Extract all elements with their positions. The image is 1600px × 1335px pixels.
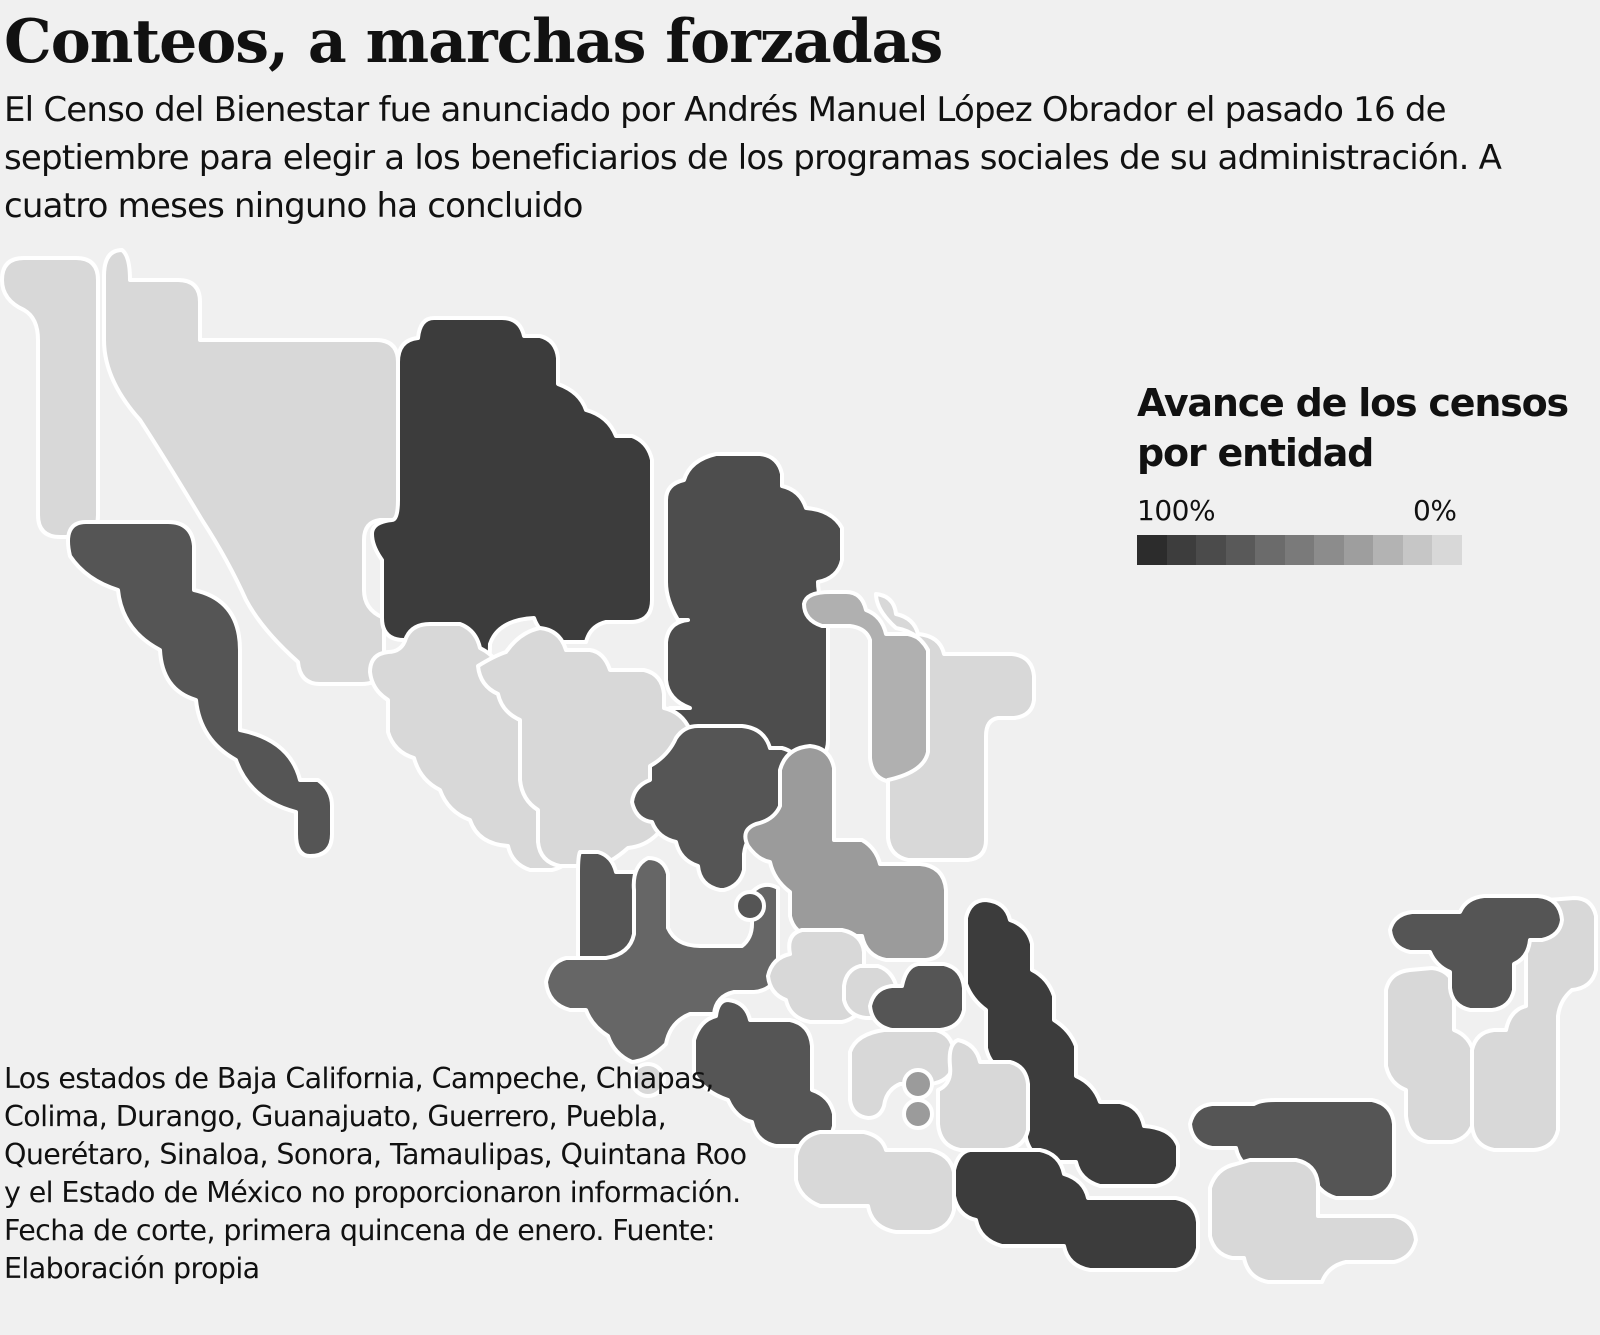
legend-swatch [1373, 535, 1403, 565]
state-quintana-roo [1470, 896, 1598, 1152]
state-baja-california [0, 256, 100, 539]
state-guanajuato [766, 928, 866, 1024]
legend-swatch [1314, 535, 1344, 565]
legend-min-label: 100% [1137, 494, 1216, 527]
state-jalisco [544, 856, 780, 1064]
subtitle: El Censo del Bienestar fue anunciado por… [4, 90, 1502, 226]
state-campeche [1384, 966, 1476, 1144]
state-ciudad-de-mexico [902, 1068, 934, 1100]
legend-swatch [1402, 535, 1432, 565]
state-michoacan [692, 998, 836, 1148]
legend-swatch [1284, 535, 1314, 565]
legend-color-ramp [1137, 535, 1462, 565]
legend-swatch [1196, 535, 1226, 565]
state-oaxaca [952, 1148, 1200, 1272]
page-title: Conteos, a marchas forzadas [4, 7, 943, 77]
state-tamaulipas [874, 592, 1036, 862]
state-guerrero [794, 1130, 956, 1234]
state-colima [630, 1062, 666, 1098]
state-aguascalientes [734, 890, 766, 922]
footnote: Los estados de Baja California, Campeche… [4, 1062, 747, 1285]
state-chihuahua [370, 316, 654, 684]
legend-swatch [1343, 535, 1373, 565]
state-hidalgo [868, 962, 966, 1032]
legend-max-label: 0% [1413, 494, 1457, 527]
legend-swatch [1137, 535, 1167, 565]
legend-title: Avance de los censos por entidad [1137, 381, 1569, 475]
legend-swatch [1255, 535, 1285, 565]
legend-swatch [1225, 535, 1255, 565]
state-morelos [902, 1098, 934, 1130]
state-chiapas [1208, 1158, 1418, 1284]
state-sonora [102, 248, 400, 686]
legend-swatch [1166, 535, 1196, 565]
legend-swatch [1432, 535, 1462, 565]
state-yucatan [1388, 894, 1564, 1012]
state-baja-california-sur [66, 520, 334, 858]
state-veracruz [964, 898, 1180, 1188]
